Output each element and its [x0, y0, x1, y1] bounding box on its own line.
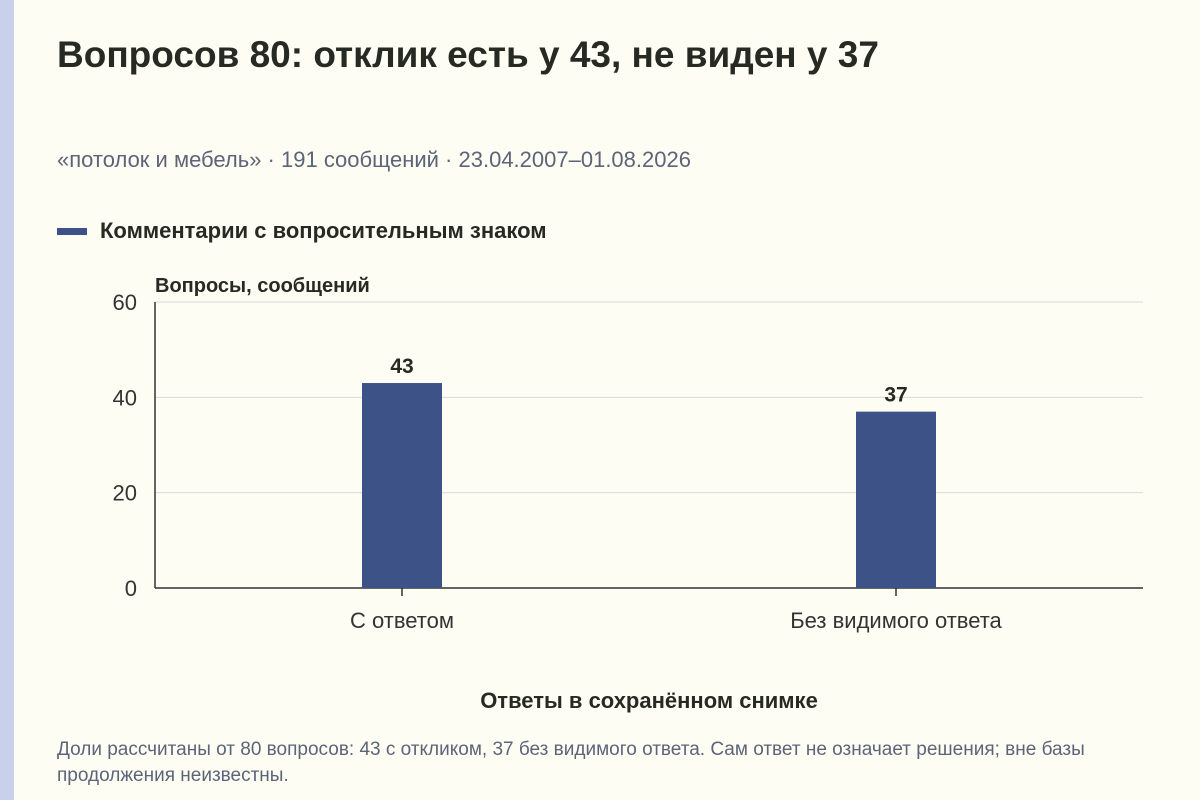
legend-label: Комментарии с вопросительным знаком — [100, 218, 547, 243]
data-label: 43 — [390, 355, 413, 378]
footnote: Доли рассчитаны от 80 вопросов: 43 с отк… — [57, 739, 1085, 786]
x-axis-label: Ответы в сохранённом снимке — [480, 688, 818, 713]
y-axis-label: Вопросы, сообщений — [155, 275, 370, 297]
data-label: 37 — [884, 384, 907, 407]
legend: Комментарии с вопросительным знаком — [57, 218, 547, 244]
x-tick-label: Без видимого ответа — [790, 608, 1002, 633]
bar — [362, 383, 442, 588]
y-tick-label: 0 — [125, 576, 137, 601]
y-tick-label: 20 — [113, 481, 137, 506]
legend-swatch — [57, 227, 87, 235]
page-title: Вопросов 80: отклик есть у 43, не виден … — [57, 34, 879, 75]
side-stripe — [0, 0, 14, 800]
bar — [856, 411, 936, 588]
x-tick-label: С ответом — [350, 608, 454, 633]
y-tick-label: 60 — [113, 290, 137, 315]
page-subtitle: «потолок и мебель» · 191 сообщений · 23.… — [57, 147, 691, 172]
y-tick-label: 40 — [113, 385, 137, 410]
